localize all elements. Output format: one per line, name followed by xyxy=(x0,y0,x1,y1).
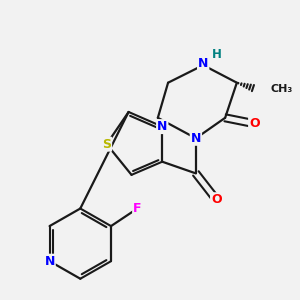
Text: F: F xyxy=(133,202,142,215)
Text: O: O xyxy=(249,117,260,130)
Text: H: H xyxy=(212,48,221,62)
Text: S: S xyxy=(102,138,111,151)
Text: CH₃: CH₃ xyxy=(271,84,293,94)
Text: N: N xyxy=(44,255,55,268)
Text: N: N xyxy=(157,120,167,133)
Text: O: O xyxy=(211,193,222,206)
Text: N: N xyxy=(191,132,201,145)
Text: N: N xyxy=(198,57,208,70)
